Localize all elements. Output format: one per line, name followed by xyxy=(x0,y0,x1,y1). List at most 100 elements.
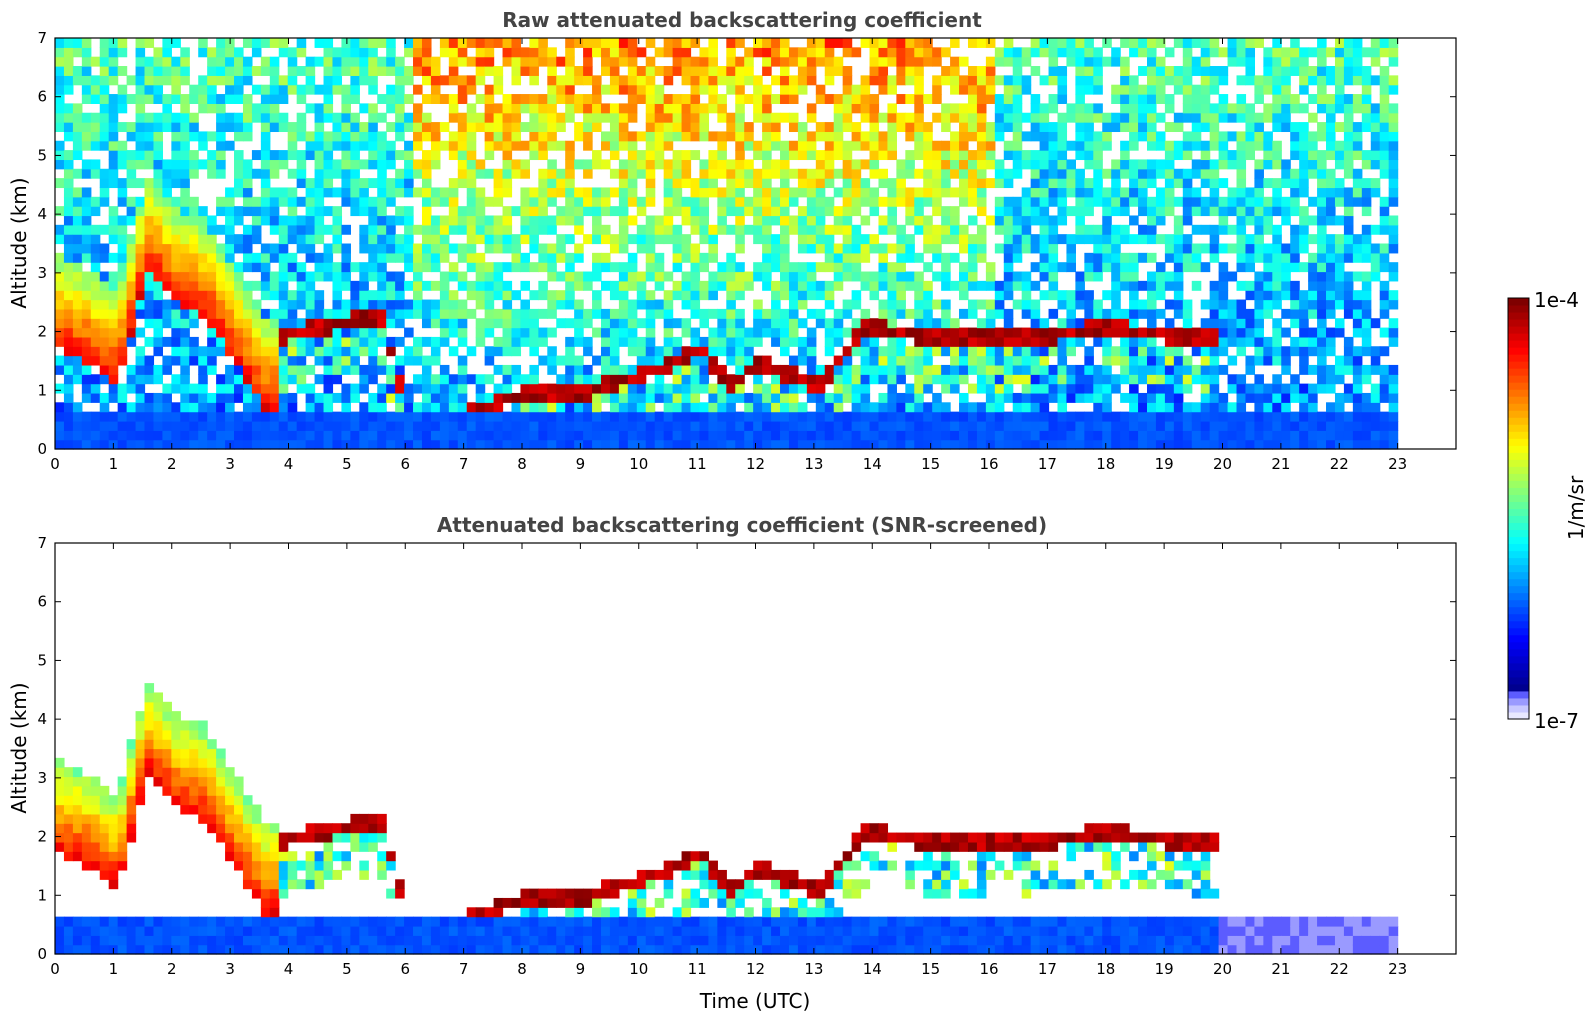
heatmap-cell xyxy=(1299,234,1309,245)
heatmap-cell xyxy=(806,290,817,301)
heatmap-cell xyxy=(1245,150,1256,161)
heatmap-cell xyxy=(457,280,468,291)
heatmap-cell xyxy=(959,196,969,207)
heatmap-cell xyxy=(1182,411,1193,422)
heatmap-cell xyxy=(1093,66,1103,76)
heatmap-cell xyxy=(887,196,897,207)
heatmap-cell xyxy=(153,75,164,86)
heatmap-cell xyxy=(207,84,217,95)
heatmap-cell xyxy=(735,187,745,198)
heatmap-cell xyxy=(896,364,906,375)
heatmap-cell xyxy=(207,318,217,329)
heatmap-cell xyxy=(108,168,119,179)
heatmap-cell xyxy=(242,308,253,319)
heatmap-cell xyxy=(967,150,978,161)
heatmap-cell xyxy=(484,402,495,413)
heatmap-cell xyxy=(1281,94,1291,104)
heatmap-cell xyxy=(932,346,942,357)
heatmap-cell xyxy=(475,439,486,450)
heatmap-cell xyxy=(332,234,343,245)
heatmap-cell xyxy=(457,252,468,263)
heatmap-cell xyxy=(171,234,181,245)
heatmap-cell xyxy=(1147,336,1157,347)
heatmap-cell xyxy=(135,439,146,450)
heatmap-cell xyxy=(55,402,65,413)
heatmap-cell xyxy=(502,234,513,245)
heatmap-cell xyxy=(609,112,620,123)
heatmap-cell xyxy=(959,346,969,357)
heatmap-cell xyxy=(1084,178,1094,189)
heatmap-cell xyxy=(1012,168,1023,179)
heatmap-cell xyxy=(744,122,754,133)
heatmap-cell xyxy=(368,271,378,282)
heatmap-cell xyxy=(153,215,164,226)
heatmap-cell xyxy=(189,411,199,422)
heatmap-cell xyxy=(305,243,316,254)
heatmap-cell xyxy=(278,318,289,329)
heatmap-cell xyxy=(645,308,656,319)
heatmap-cell xyxy=(985,271,996,282)
heatmap-cell xyxy=(368,131,378,142)
heatmap-cell xyxy=(430,140,441,151)
heatmap-cell xyxy=(278,262,289,273)
heatmap-cell xyxy=(1138,66,1148,76)
heatmap-cell xyxy=(824,122,835,133)
heatmap-cell xyxy=(815,392,826,403)
heatmap-cell xyxy=(189,346,199,357)
heatmap-cell xyxy=(959,103,969,114)
heatmap-cell xyxy=(574,122,584,133)
heatmap-cell xyxy=(565,112,575,123)
heatmap-cell xyxy=(905,402,915,413)
heatmap-cell xyxy=(592,112,602,123)
heatmap-cell xyxy=(484,327,495,338)
heatmap-cell xyxy=(72,215,83,226)
heatmap-cell xyxy=(1066,47,1076,58)
heatmap-cell xyxy=(1039,38,1050,48)
heatmap-cell xyxy=(296,318,307,329)
heatmap-cell xyxy=(1254,112,1264,123)
heatmap-cell xyxy=(1272,439,1282,450)
heatmap-cell xyxy=(81,56,92,67)
heatmap-cell xyxy=(484,318,495,329)
heatmap-cell xyxy=(842,150,853,161)
heatmap-cell xyxy=(1057,262,1068,273)
heatmap-cell xyxy=(1299,122,1309,133)
heatmap-cell xyxy=(395,243,405,254)
heatmap-cell xyxy=(1209,383,1220,394)
heatmap-cell xyxy=(950,103,960,114)
heatmap-cell xyxy=(842,112,853,123)
heatmap-cell xyxy=(753,318,763,329)
heatmap-cell xyxy=(1164,346,1175,357)
heatmap-cell xyxy=(1299,187,1309,198)
heatmap-cell xyxy=(421,374,432,385)
heatmap-cell xyxy=(466,168,477,179)
heatmap-cell xyxy=(466,308,477,319)
heatmap-cell xyxy=(824,392,835,403)
heatmap-cell xyxy=(618,383,629,394)
heatmap-cell xyxy=(1021,383,1032,394)
heatmap-cell xyxy=(99,224,110,235)
heatmap-cell xyxy=(1155,327,1166,338)
heatmap-cell xyxy=(699,215,710,226)
heatmap-cell xyxy=(645,318,656,329)
heatmap-cell xyxy=(350,299,360,310)
heatmap-cell xyxy=(592,224,602,235)
heatmap-cell xyxy=(1084,66,1094,76)
heatmap-cell xyxy=(1182,112,1193,123)
heatmap-cell xyxy=(359,383,369,394)
heatmap-cell xyxy=(430,346,441,357)
heatmap-cell xyxy=(1317,75,1327,86)
heatmap-cell xyxy=(985,411,996,422)
heatmap-cell xyxy=(466,131,477,142)
heatmap-cell xyxy=(690,420,701,431)
heatmap-cell xyxy=(699,103,710,114)
heatmap-cell xyxy=(860,327,871,338)
heatmap-cell xyxy=(242,262,253,273)
heatmap-cell xyxy=(368,75,378,86)
heatmap-cell xyxy=(216,402,226,413)
heatmap-cell xyxy=(1075,392,1085,403)
heatmap-cell xyxy=(216,159,226,170)
heatmap-cell xyxy=(359,262,369,273)
heatmap-cell xyxy=(1030,327,1041,338)
heatmap-cell xyxy=(63,411,74,422)
